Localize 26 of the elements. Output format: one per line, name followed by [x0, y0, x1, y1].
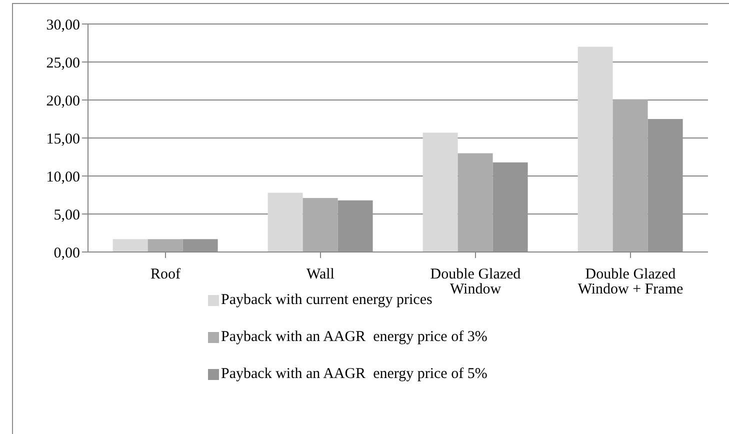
bar [182, 239, 218, 252]
legend-label: Payback with current energy prices [221, 292, 432, 309]
bar [112, 239, 148, 252]
bar [422, 132, 458, 252]
bar [302, 198, 338, 252]
y-tick-label: 10,00 [46, 169, 80, 186]
y-tick-label: 5,00 [54, 207, 80, 224]
y-tick-label: 15,00 [46, 131, 80, 148]
legend-label: Payback with an AAGR energy price of 5% [221, 366, 488, 383]
x-tick-label: Double Glazed Window + Frame [578, 266, 684, 298]
y-tick-label: 30,00 [46, 17, 80, 34]
y-tick-label: 25,00 [46, 55, 80, 72]
bar [268, 192, 303, 252]
bar [492, 162, 528, 252]
bar [338, 200, 373, 252]
x-tick-label: Double Glazed Window [430, 266, 522, 298]
bar [148, 239, 183, 252]
bar [648, 119, 683, 252]
bar [458, 153, 493, 252]
x-tick-label: Wall [306, 266, 334, 283]
y-tick-label: 20,00 [46, 93, 80, 110]
legend-label: Payback with an AAGR energy price of 3% [221, 329, 488, 346]
y-tick-label: 0,00 [54, 245, 80, 262]
bar [612, 99, 648, 252]
bar [578, 46, 613, 252]
x-tick-label: Roof [150, 266, 181, 283]
